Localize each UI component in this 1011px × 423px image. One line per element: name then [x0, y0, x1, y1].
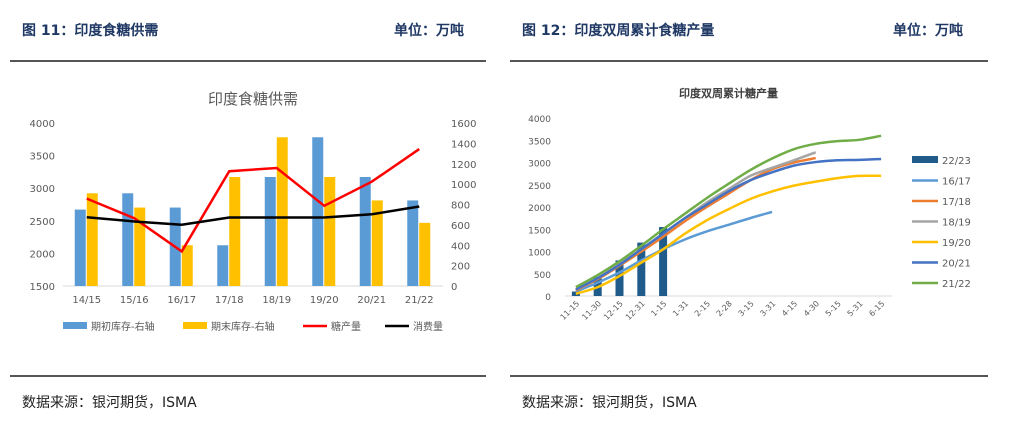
x-tick: 3-31	[758, 299, 777, 318]
y-tick: 3500	[528, 137, 551, 147]
bar-期末库存-右轴	[181, 245, 193, 286]
y-tick-left: 1500	[30, 282, 55, 293]
y-tick-left: 2000	[30, 249, 55, 260]
figure-title-left: 图 11：印度食糖供需	[22, 23, 159, 39]
x-tick: 2-15	[693, 299, 712, 318]
legend-label: 期末库存-右轴	[211, 320, 275, 333]
y-tick: 1500	[528, 226, 551, 236]
bar-期末库存-右轴	[371, 200, 383, 286]
source-left: 数据来源：银河期货，ISMA	[22, 395, 197, 411]
divider	[510, 375, 988, 377]
divider	[510, 60, 988, 62]
y-tick-right: 600	[451, 221, 470, 232]
x-tick: 12-15	[602, 299, 625, 322]
bar-期末库存-右轴	[276, 137, 288, 286]
legend-swatch	[63, 322, 87, 329]
x-tick: 3-15	[737, 299, 756, 318]
y-tick-left: 3500	[30, 152, 55, 163]
line-20/21	[575, 157, 882, 291]
x-tick: 5-31	[846, 299, 865, 318]
legend-label: 21/22	[942, 279, 971, 290]
y-tick: 2500	[528, 182, 551, 192]
legend-label: 期初库存-右轴	[91, 320, 155, 333]
legend-label: 19/20	[942, 238, 971, 249]
line-消费量	[86, 205, 420, 226]
y-tick-right: 1400	[451, 139, 476, 150]
line-21/22	[575, 134, 882, 289]
bar-期初库存-右轴	[122, 193, 134, 286]
y-tick-right: 800	[451, 201, 470, 212]
unit-label-right: 单位：万吨	[893, 23, 963, 39]
x-tick: 4-15	[780, 299, 799, 318]
y-tick-right: 400	[451, 241, 470, 252]
x-tick: 15/16	[120, 295, 149, 306]
x-tick: 2-28	[715, 299, 734, 318]
x-tick: 14/15	[72, 295, 101, 306]
bar-期末库存-右轴	[419, 222, 431, 286]
x-tick: 1-15	[649, 299, 668, 318]
legend-label: 17/18	[942, 197, 971, 208]
legend-swatch	[183, 322, 207, 329]
chart-title: 印度双周累计糖产量	[679, 86, 778, 100]
x-tick: 19/20	[310, 295, 339, 306]
x-tick: 18/19	[262, 295, 291, 306]
bar-期初库存-右轴	[312, 137, 324, 286]
y-tick: 2000	[528, 204, 551, 214]
legend-label: 16/17	[942, 177, 971, 188]
line-16/17	[575, 210, 773, 293]
source-right: 数据来源：银河期货，ISMA	[522, 395, 697, 411]
legend-label: 消费量	[413, 320, 443, 333]
y-tick: 1000	[528, 249, 551, 259]
x-tick: 11-15	[559, 299, 582, 322]
x-tick: 4-30	[802, 299, 821, 318]
legend-swatch	[912, 156, 938, 163]
divider	[10, 60, 486, 62]
x-tick: 20/21	[357, 295, 386, 306]
line-19/20	[575, 174, 882, 295]
bar-期初库存-右轴	[217, 245, 229, 286]
bar-期末库存-右轴	[134, 207, 146, 286]
bar-22/23	[637, 242, 646, 296]
bar-期初库存-右轴	[407, 200, 419, 286]
y-tick-right: 1200	[451, 160, 476, 171]
y-tick-left: 2500	[30, 217, 55, 228]
bar-22/23	[615, 260, 624, 296]
y-tick: 0	[545, 293, 551, 303]
y-tick-right: 0	[451, 282, 457, 293]
bar-22/23	[659, 227, 668, 296]
y-tick: 500	[534, 271, 551, 281]
unit-label-left: 单位：万吨	[394, 23, 464, 39]
y-tick-right: 1000	[451, 180, 476, 191]
x-tick: 16/17	[167, 295, 196, 306]
line-糖产量	[86, 148, 420, 254]
bar-期末库存-右轴	[229, 176, 241, 286]
x-tick: 5-15	[824, 299, 843, 318]
legend-label: 22/23	[942, 156, 971, 167]
figure-title-right: 图 12：印度双周累计食糖产量	[522, 23, 715, 39]
y-tick-left: 3000	[30, 184, 55, 195]
x-tick: 6-15	[867, 299, 886, 318]
y-tick-right: 200	[451, 262, 470, 273]
bar-期末库存-右轴	[86, 193, 98, 286]
x-tick: 12-31	[624, 299, 647, 322]
divider	[10, 375, 486, 377]
y-tick: 4000	[528, 115, 551, 125]
bar-期末库存-右轴	[324, 176, 336, 286]
x-tick: 11-30	[580, 299, 603, 322]
x-tick: 21/22	[405, 295, 434, 306]
legend-label: 20/21	[942, 259, 971, 270]
chart-title: 印度食糖供需	[208, 90, 298, 108]
legend-label: 18/19	[942, 218, 971, 229]
legend-label: 糖产量	[331, 320, 361, 333]
bar-期初库存-右轴	[359, 176, 371, 286]
y-tick-right: 1600	[451, 119, 476, 130]
x-tick: 17/18	[215, 295, 244, 306]
y-tick: 3000	[528, 160, 551, 170]
bar-期初库存-右轴	[264, 176, 276, 286]
x-tick: 1-31	[671, 299, 690, 318]
y-tick-left: 4000	[30, 119, 55, 130]
bar-期初库存-右轴	[74, 209, 86, 286]
